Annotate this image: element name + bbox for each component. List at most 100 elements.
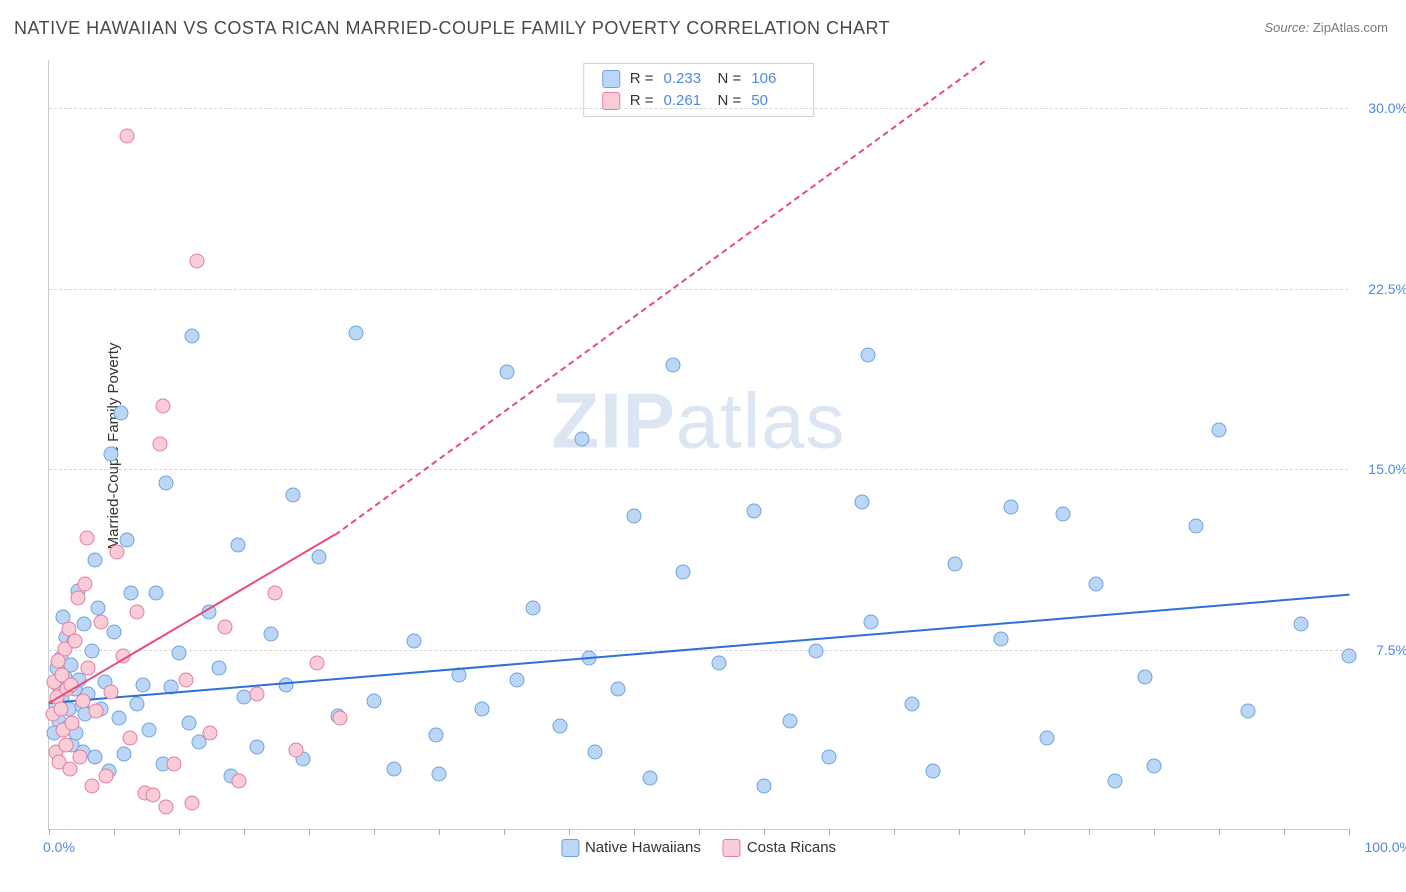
data-point	[58, 737, 73, 752]
data-point	[286, 487, 301, 502]
data-point	[146, 788, 161, 803]
data-point	[627, 509, 642, 524]
x-tick	[894, 829, 895, 835]
data-point	[109, 545, 124, 560]
watermark-zip: ZIP	[551, 377, 675, 465]
gridline	[49, 108, 1348, 109]
data-point	[474, 701, 489, 716]
x-tick	[179, 829, 180, 835]
data-point	[79, 530, 94, 545]
data-point	[926, 764, 941, 779]
data-point	[432, 766, 447, 781]
data-point	[676, 564, 691, 579]
data-point	[854, 494, 869, 509]
x-axis-max-label: 100.0%	[1352, 839, 1406, 855]
data-point	[130, 605, 145, 620]
x-tick	[1349, 829, 1350, 835]
data-point	[190, 254, 205, 269]
data-point	[757, 778, 772, 793]
data-point	[87, 552, 102, 567]
data-point	[711, 655, 726, 670]
data-point	[367, 694, 382, 709]
data-point	[53, 701, 68, 716]
data-point	[1342, 648, 1357, 663]
data-point	[152, 437, 167, 452]
data-point	[112, 711, 127, 726]
data-point	[333, 711, 348, 726]
data-point	[94, 615, 109, 630]
watermark-atlas: atlas	[676, 377, 846, 465]
data-point	[822, 749, 837, 764]
data-point	[499, 364, 514, 379]
chart-title: NATIVE HAWAIIAN VS COSTA RICAN MARRIED-C…	[14, 18, 890, 39]
source-name: ZipAtlas.com	[1313, 20, 1388, 35]
series-legend: Native HawaiiansCosta Ricans	[561, 839, 836, 857]
data-point	[268, 586, 283, 601]
data-point	[217, 619, 232, 634]
data-point	[575, 432, 590, 447]
data-point	[809, 643, 824, 658]
data-point	[666, 357, 681, 372]
data-point	[230, 538, 245, 553]
legend-row: R =0.233N =106	[602, 68, 796, 90]
data-point	[289, 742, 304, 757]
data-point	[73, 749, 88, 764]
data-point	[159, 800, 174, 815]
data-point	[1088, 576, 1103, 591]
y-tick-label: 15.0%	[1354, 461, 1406, 477]
data-point	[123, 586, 138, 601]
data-point	[309, 655, 324, 670]
data-point	[185, 795, 200, 810]
data-point	[135, 677, 150, 692]
x-tick	[634, 829, 635, 835]
data-point	[642, 771, 657, 786]
legend-swatch	[723, 839, 741, 857]
data-point	[166, 757, 181, 772]
data-point	[75, 694, 90, 709]
legend-item: Costa Ricans	[723, 839, 836, 857]
data-point	[1147, 759, 1162, 774]
x-tick	[244, 829, 245, 835]
gridline	[49, 469, 1348, 470]
data-point	[87, 749, 102, 764]
legend-n-value: 106	[751, 68, 795, 90]
x-tick	[569, 829, 570, 835]
x-tick	[504, 829, 505, 835]
data-point	[84, 643, 99, 658]
data-point	[68, 634, 83, 649]
data-point	[552, 718, 567, 733]
data-point	[348, 326, 363, 341]
watermark-text: ZIPatlas	[551, 376, 845, 467]
data-point	[1137, 670, 1152, 685]
x-tick	[764, 829, 765, 835]
data-point	[212, 660, 227, 675]
data-point	[1240, 704, 1255, 719]
data-point	[746, 504, 761, 519]
source-prefix: Source:	[1264, 20, 1312, 35]
data-point	[172, 646, 187, 661]
x-tick	[1154, 829, 1155, 835]
data-point	[104, 684, 119, 699]
data-point	[312, 550, 327, 565]
data-point	[62, 761, 77, 776]
data-point	[77, 617, 92, 632]
data-point	[905, 696, 920, 711]
data-point	[948, 557, 963, 572]
trend-line	[334, 60, 985, 536]
x-tick	[1024, 829, 1025, 835]
x-tick	[829, 829, 830, 835]
data-point	[148, 586, 163, 601]
x-tick	[439, 829, 440, 835]
data-point	[1040, 730, 1055, 745]
data-point	[611, 682, 626, 697]
data-point	[203, 725, 218, 740]
legend-label: Costa Ricans	[747, 839, 836, 856]
data-point	[120, 533, 135, 548]
data-point	[1212, 422, 1227, 437]
data-point	[178, 672, 193, 687]
data-point	[863, 615, 878, 630]
data-point	[1108, 773, 1123, 788]
data-point	[88, 704, 103, 719]
data-point	[993, 631, 1008, 646]
data-point	[783, 713, 798, 728]
